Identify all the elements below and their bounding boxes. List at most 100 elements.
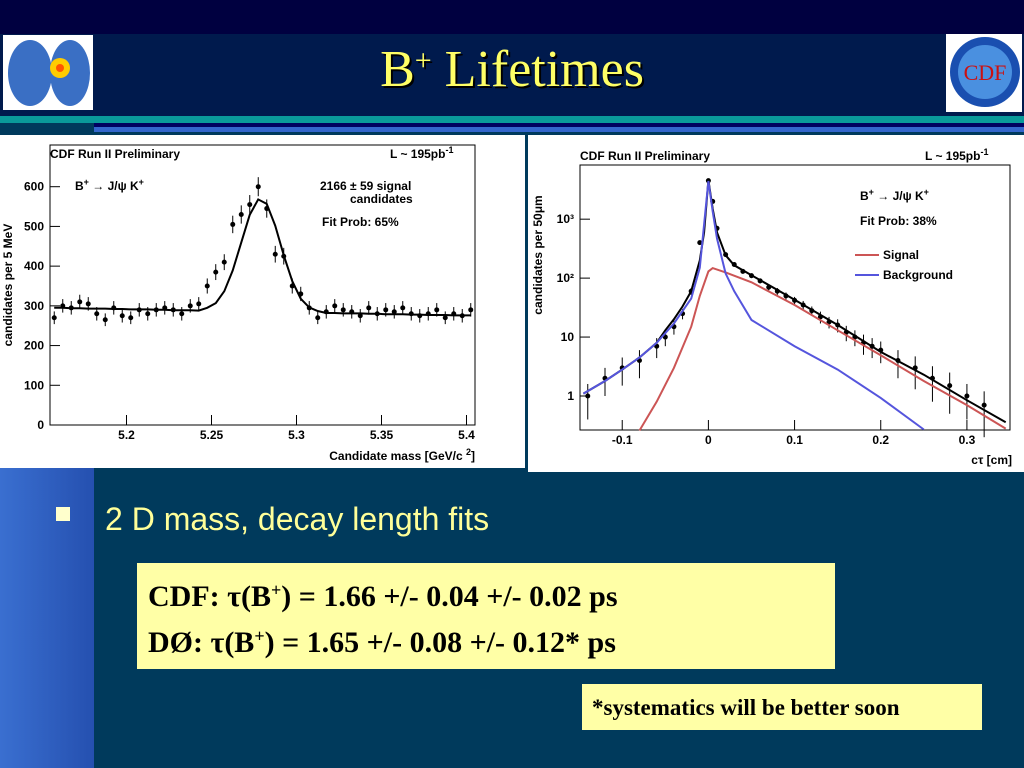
luminosity-sup: -1 [445,145,453,155]
footnote: *systematics will be better soon [592,695,900,720]
data-point [585,393,591,399]
y-tick-label: 600 [24,180,44,194]
y-tick-label: 1 [567,389,574,403]
x-tick-label: -0.1 [612,433,633,447]
title-band [0,34,1024,116]
data-point [102,317,108,323]
data-point [272,251,278,257]
data-point [77,299,83,305]
data-point [94,311,100,317]
annotation-part: Fit Prob: 65% [322,215,399,229]
data-point [187,303,193,309]
data-point [145,311,151,317]
luminosity: L ~ 195pb-1 [925,147,989,163]
luminosity-part: L ~ 195pb [925,149,980,163]
data-point [128,315,134,321]
annotation-part: B [75,179,84,193]
data-point [255,184,261,190]
annotation: 2166 ± 59 signal [320,179,411,193]
y-axis-label: candidates per 50μm [531,195,545,314]
x-tick-label: 5.4 [458,428,475,442]
plot-frame [49,144,476,426]
data-point [332,303,338,309]
top-band [0,0,1024,34]
data-point [391,309,397,315]
x-axis-label-part: ] [471,449,475,463]
x-tick-label: 5.35 [370,428,394,442]
result-line: DØ: τ(B+) = 1.65 +/- 0.08 +/- 0.12* ps [148,626,616,659]
result-line-sup: + [254,626,264,646]
slide-title-part: B [380,41,415,98]
data-point [315,315,321,321]
result-line-sup: + [271,580,281,600]
y-tick-label: 500 [24,219,44,233]
footnote-box [582,684,982,730]
result-line-part: ) = 1.66 +/- 0.04 +/- 0.02 ps [281,580,617,613]
x-tick-label: 5.3 [288,428,305,442]
x-tick-label: 5.25 [200,428,224,442]
annotation-part: → J/ψ K [874,189,924,203]
y-tick-label: 10³ [557,212,574,226]
x-axis-label-part: Candidate mass [GeV/c [329,449,466,463]
x-tick-label: 5.2 [118,428,135,442]
data-point [383,307,389,313]
annotation: B+ → J/ψ K+ [75,177,144,193]
annotation-sup: + [869,187,874,197]
data-point [238,212,244,218]
stripe [94,127,1024,132]
x-tick-label: 0 [705,433,712,447]
data-point [85,301,91,307]
y-tick-label: 400 [24,259,44,273]
luminosity-part: L ~ 195pb [390,147,445,161]
data-point [51,315,57,321]
logo-text: CDF [964,60,1007,85]
legend-label: Signal [883,248,919,262]
y-tick-label: 100 [24,378,44,392]
annotation: B+ → J/ψ K+ [860,187,929,203]
x-axis-label: Candidate mass [GeV/c 2] [329,447,475,463]
data-point [442,315,448,321]
y-tick-label: 10² [557,271,574,285]
x-tick-label: 0.2 [872,433,889,447]
bullet-text: 2 D mass, decay length fits [105,501,489,537]
results-box [137,563,835,669]
data-point [221,259,227,265]
bullet-marker [56,507,70,521]
data-point [947,383,953,389]
annotation: Fit Prob: 38% [860,214,937,228]
result-line: CDF: τ(B+) = 1.66 +/- 0.04 +/- 0.02 ps [148,580,618,613]
fit-line [54,198,471,317]
data-point [468,307,474,313]
y-tick-label: 10 [561,330,575,344]
annotation-part: Fit Prob: 38% [860,214,937,228]
result-line-part: CDF: τ(B [148,580,271,613]
data-point [366,305,372,311]
cdf-logo: CDF [946,34,1022,112]
y-axis-label: candidates per 5 MeV [1,224,15,347]
annotation: Fit Prob: 65% [322,215,399,229]
data-point [204,283,210,289]
x-axis-label: cτ [cm] [971,453,1012,467]
data-point [340,307,346,313]
data-point [119,313,125,319]
annotation-part: candidates [350,192,413,206]
legend-label: Background [883,268,953,282]
data-point [400,305,406,311]
d0-logo [3,35,93,110]
data-point [981,402,987,408]
data-point [357,313,363,319]
luminosity: L ~ 195pb-1 [390,145,454,161]
data-point [434,307,440,313]
chart-title: CDF Run II Preliminary [50,147,180,161]
slide-title-sup: + [415,44,432,77]
y-tick-label: 200 [24,339,44,353]
annotation-sup: + [84,177,89,187]
x-axis-label-sup: 2 [466,447,471,457]
annotation-part: 2166 ± 59 signal [320,179,411,193]
chart-title: CDF Run II Preliminary [580,149,710,163]
result-line-part: ) = 1.65 +/- 0.08 +/- 0.12* ps [265,626,616,659]
data-point [697,240,703,246]
annotation-sup: + [139,177,144,187]
